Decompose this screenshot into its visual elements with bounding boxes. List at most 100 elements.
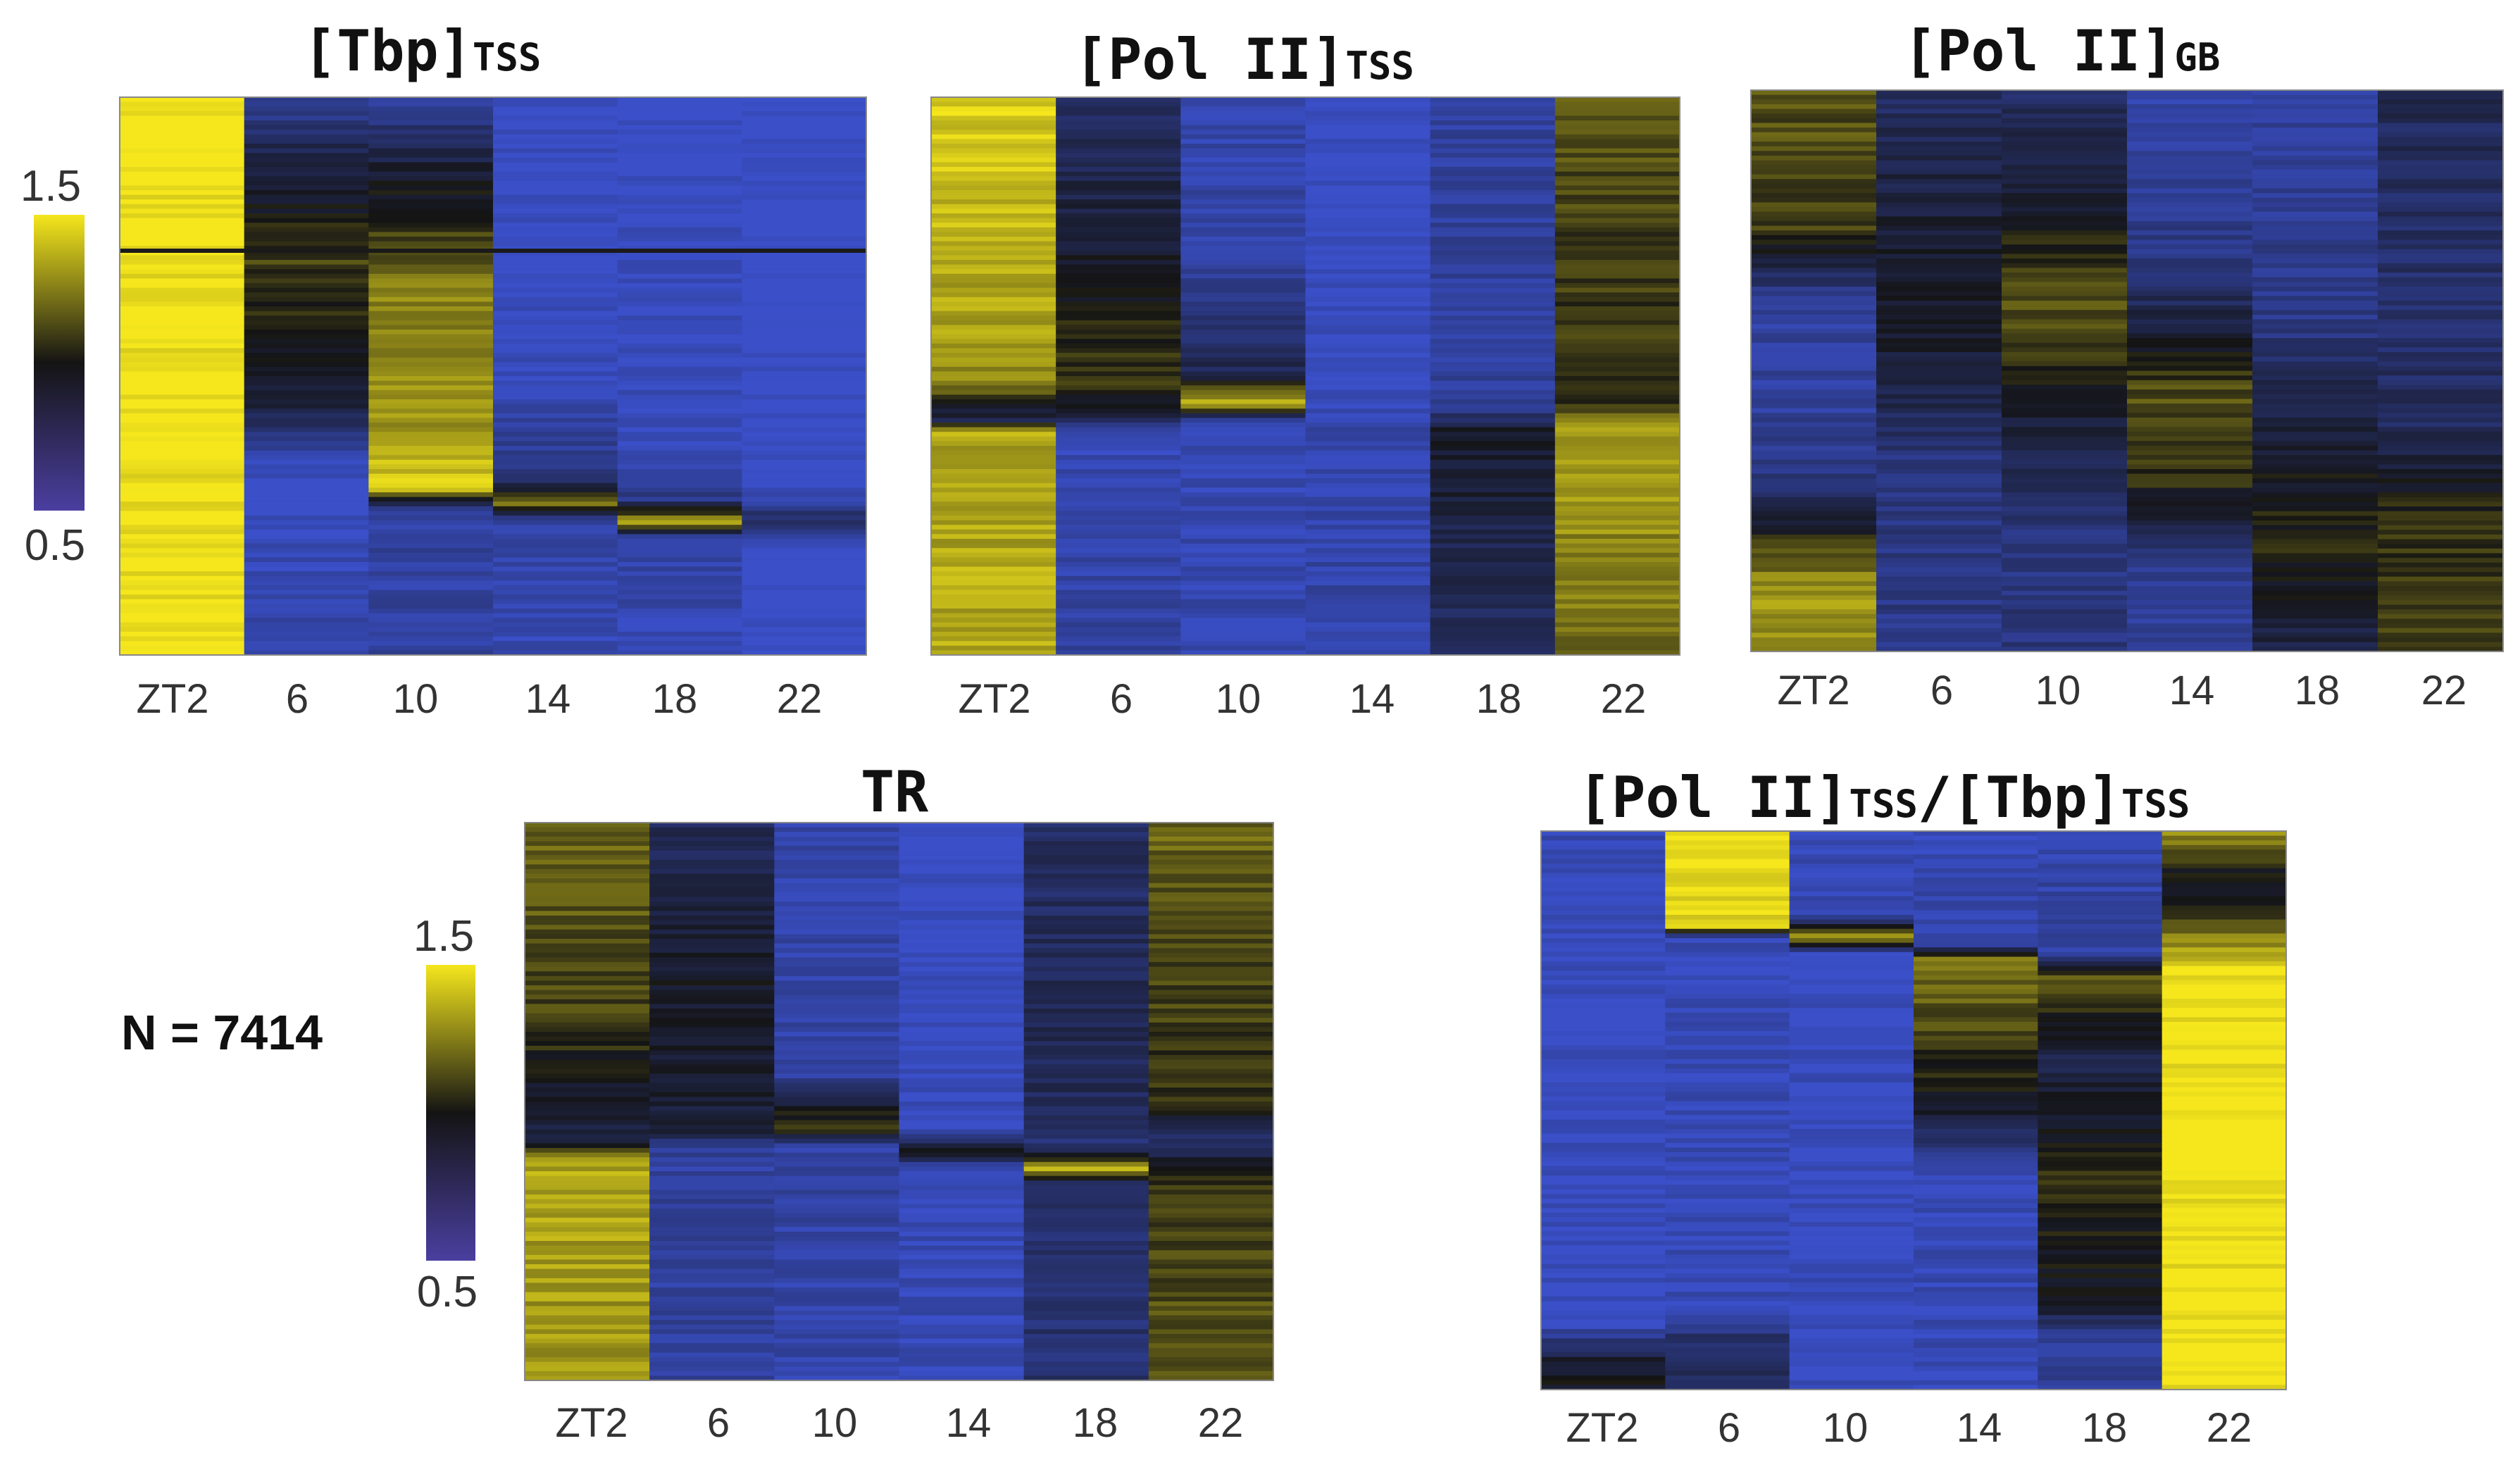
heatmap-cell [1056, 311, 1181, 316]
heatmap-cell [1876, 642, 2002, 647]
heatmap-cell [931, 394, 1056, 400]
heatmap-cell [1665, 1026, 1790, 1032]
heatmap-cell [493, 575, 618, 581]
heatmap-cell [742, 139, 867, 144]
heatmap-cell [2252, 216, 2378, 222]
heatmap-cell [2252, 258, 2378, 264]
heatmap-cell [2002, 534, 2128, 540]
heatmap-cell [1305, 134, 1431, 139]
heatmap-cell [2127, 244, 2253, 250]
heatmap-cell [1430, 622, 1556, 628]
heatmap-cell [368, 357, 494, 363]
heatmap-cell [1023, 1036, 1149, 1042]
heatmap-cell [931, 232, 1056, 237]
heatmap-cell [2252, 501, 2378, 507]
heatmap-cell [742, 455, 867, 461]
heatmap-cell [2038, 1296, 2163, 1302]
heatmap-cell [899, 1097, 1025, 1102]
heatmap-cell [617, 283, 742, 289]
heatmap-cell [899, 1143, 1025, 1149]
heatmap-cell [244, 539, 369, 544]
heatmap-cell [742, 180, 867, 186]
heatmap-cell [368, 529, 494, 535]
heatmap-cell [617, 423, 742, 428]
heatmap-cell [368, 543, 494, 549]
heatmap-cell [244, 473, 369, 479]
heatmap-cell [1665, 924, 1790, 930]
heatmap-cell [774, 869, 900, 875]
heatmap-cell [649, 1082, 775, 1088]
heatmap-cell [493, 618, 618, 623]
heatmap-cell [525, 1241, 650, 1247]
heatmap-cell [2127, 506, 2253, 512]
heatmap-cells [1751, 90, 2504, 652]
heatmap-cell [2002, 455, 2128, 461]
heatmap-cell [1023, 1292, 1149, 1297]
heatmap-cell [617, 650, 742, 656]
heatmap-cell [1023, 999, 1149, 1004]
heatmap-cell [2378, 553, 2504, 559]
heatmap-cell [120, 301, 245, 307]
heatmap-cell [1430, 418, 1556, 423]
heatmap-cell [1541, 1356, 1666, 1362]
heatmap-cell [1541, 1021, 1666, 1028]
heatmap-cell [368, 520, 494, 525]
heatmap-cell [742, 441, 867, 447]
heatmap-cell [2162, 901, 2287, 906]
heatmap-cell [2162, 928, 2287, 934]
heatmap-cell [1665, 1152, 1790, 1158]
heatmap-cell [2252, 576, 2378, 582]
heatmap-cell [1876, 599, 2002, 606]
heatmap-cell [1876, 104, 2002, 110]
heatmap-frame [1540, 830, 2287, 1390]
heatmap-cell [1023, 1143, 1149, 1149]
heatmap-cell [617, 260, 742, 266]
heatmap-cell [1180, 348, 1306, 354]
heatmap-cell [2002, 478, 2128, 484]
heatmap-cell [1541, 1161, 1666, 1167]
heatmap-cell [525, 1134, 650, 1140]
heatmap-cell [1554, 441, 1680, 447]
x-tick-label: 14 [2169, 668, 2215, 713]
heatmap-cell [2378, 413, 2504, 418]
heatmap-cell [1430, 148, 1556, 154]
heatmap-cell [2378, 618, 2504, 624]
heatmap-cell [1305, 609, 1431, 614]
heatmap-cell [1056, 622, 1181, 628]
heatmap-cell [899, 1287, 1025, 1293]
heatmap-cell [1665, 1324, 1790, 1330]
heatmap-cell [742, 223, 867, 228]
heatmap-cell [2127, 291, 2253, 297]
heatmap-cell [1914, 1142, 2038, 1148]
heatmap-cell [2162, 1166, 2287, 1172]
heatmap-cell [1305, 432, 1431, 437]
heatmap-cell [1180, 469, 1306, 475]
heatmap-cell [1789, 1287, 1914, 1292]
heatmap-cell [1554, 394, 1680, 400]
heatmap-cell [493, 622, 618, 628]
heatmap-cell [1023, 985, 1149, 991]
heatmap-cell [617, 376, 742, 382]
heatmap-cell [1914, 831, 2038, 837]
heatmap-cell [1665, 1371, 1790, 1376]
heatmap-cell [2038, 1128, 2163, 1135]
heatmap-cell [1056, 362, 1181, 368]
heatmap-cell [493, 376, 618, 382]
heatmap-cell [1305, 394, 1431, 400]
heatmap-cell [525, 971, 650, 977]
heatmap-cell [617, 325, 742, 330]
heatmap-cell [1430, 311, 1556, 316]
heatmap-cell [2252, 94, 2378, 100]
heatmap-cell [1876, 468, 2002, 475]
heatmap-cell [1914, 1273, 2038, 1278]
heatmap-cell [1876, 637, 2002, 643]
heatmap-cell [1751, 258, 1877, 264]
heatmap-cell [368, 125, 494, 130]
heatmap-cell [2038, 1254, 2163, 1260]
heatmap-cell [1554, 171, 1680, 177]
heatmap-cell [244, 506, 369, 511]
heatmap-cell [649, 1320, 775, 1325]
heatmap-cell [2378, 249, 2504, 255]
heatmap-cell [1876, 544, 2002, 549]
heatmap-cell [1305, 208, 1431, 214]
